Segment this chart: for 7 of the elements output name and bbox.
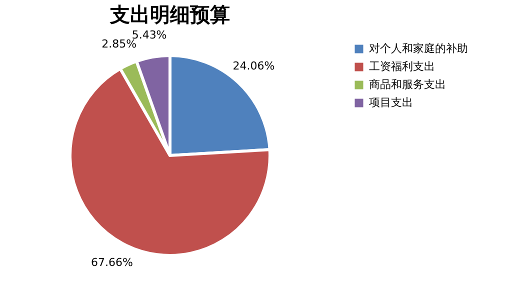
legend-label: 商品和服务支出 [369, 78, 446, 91]
legend-label: 对个人和家庭的补助 [369, 42, 468, 55]
chart-title: 支出明细预算 [109, 2, 230, 26]
legend-label: 工资福利支出 [369, 60, 435, 73]
data-label: 24.06% [232, 60, 275, 73]
legend-label: 项目支出 [369, 96, 413, 109]
data-label: 67.66% [90, 256, 133, 269]
